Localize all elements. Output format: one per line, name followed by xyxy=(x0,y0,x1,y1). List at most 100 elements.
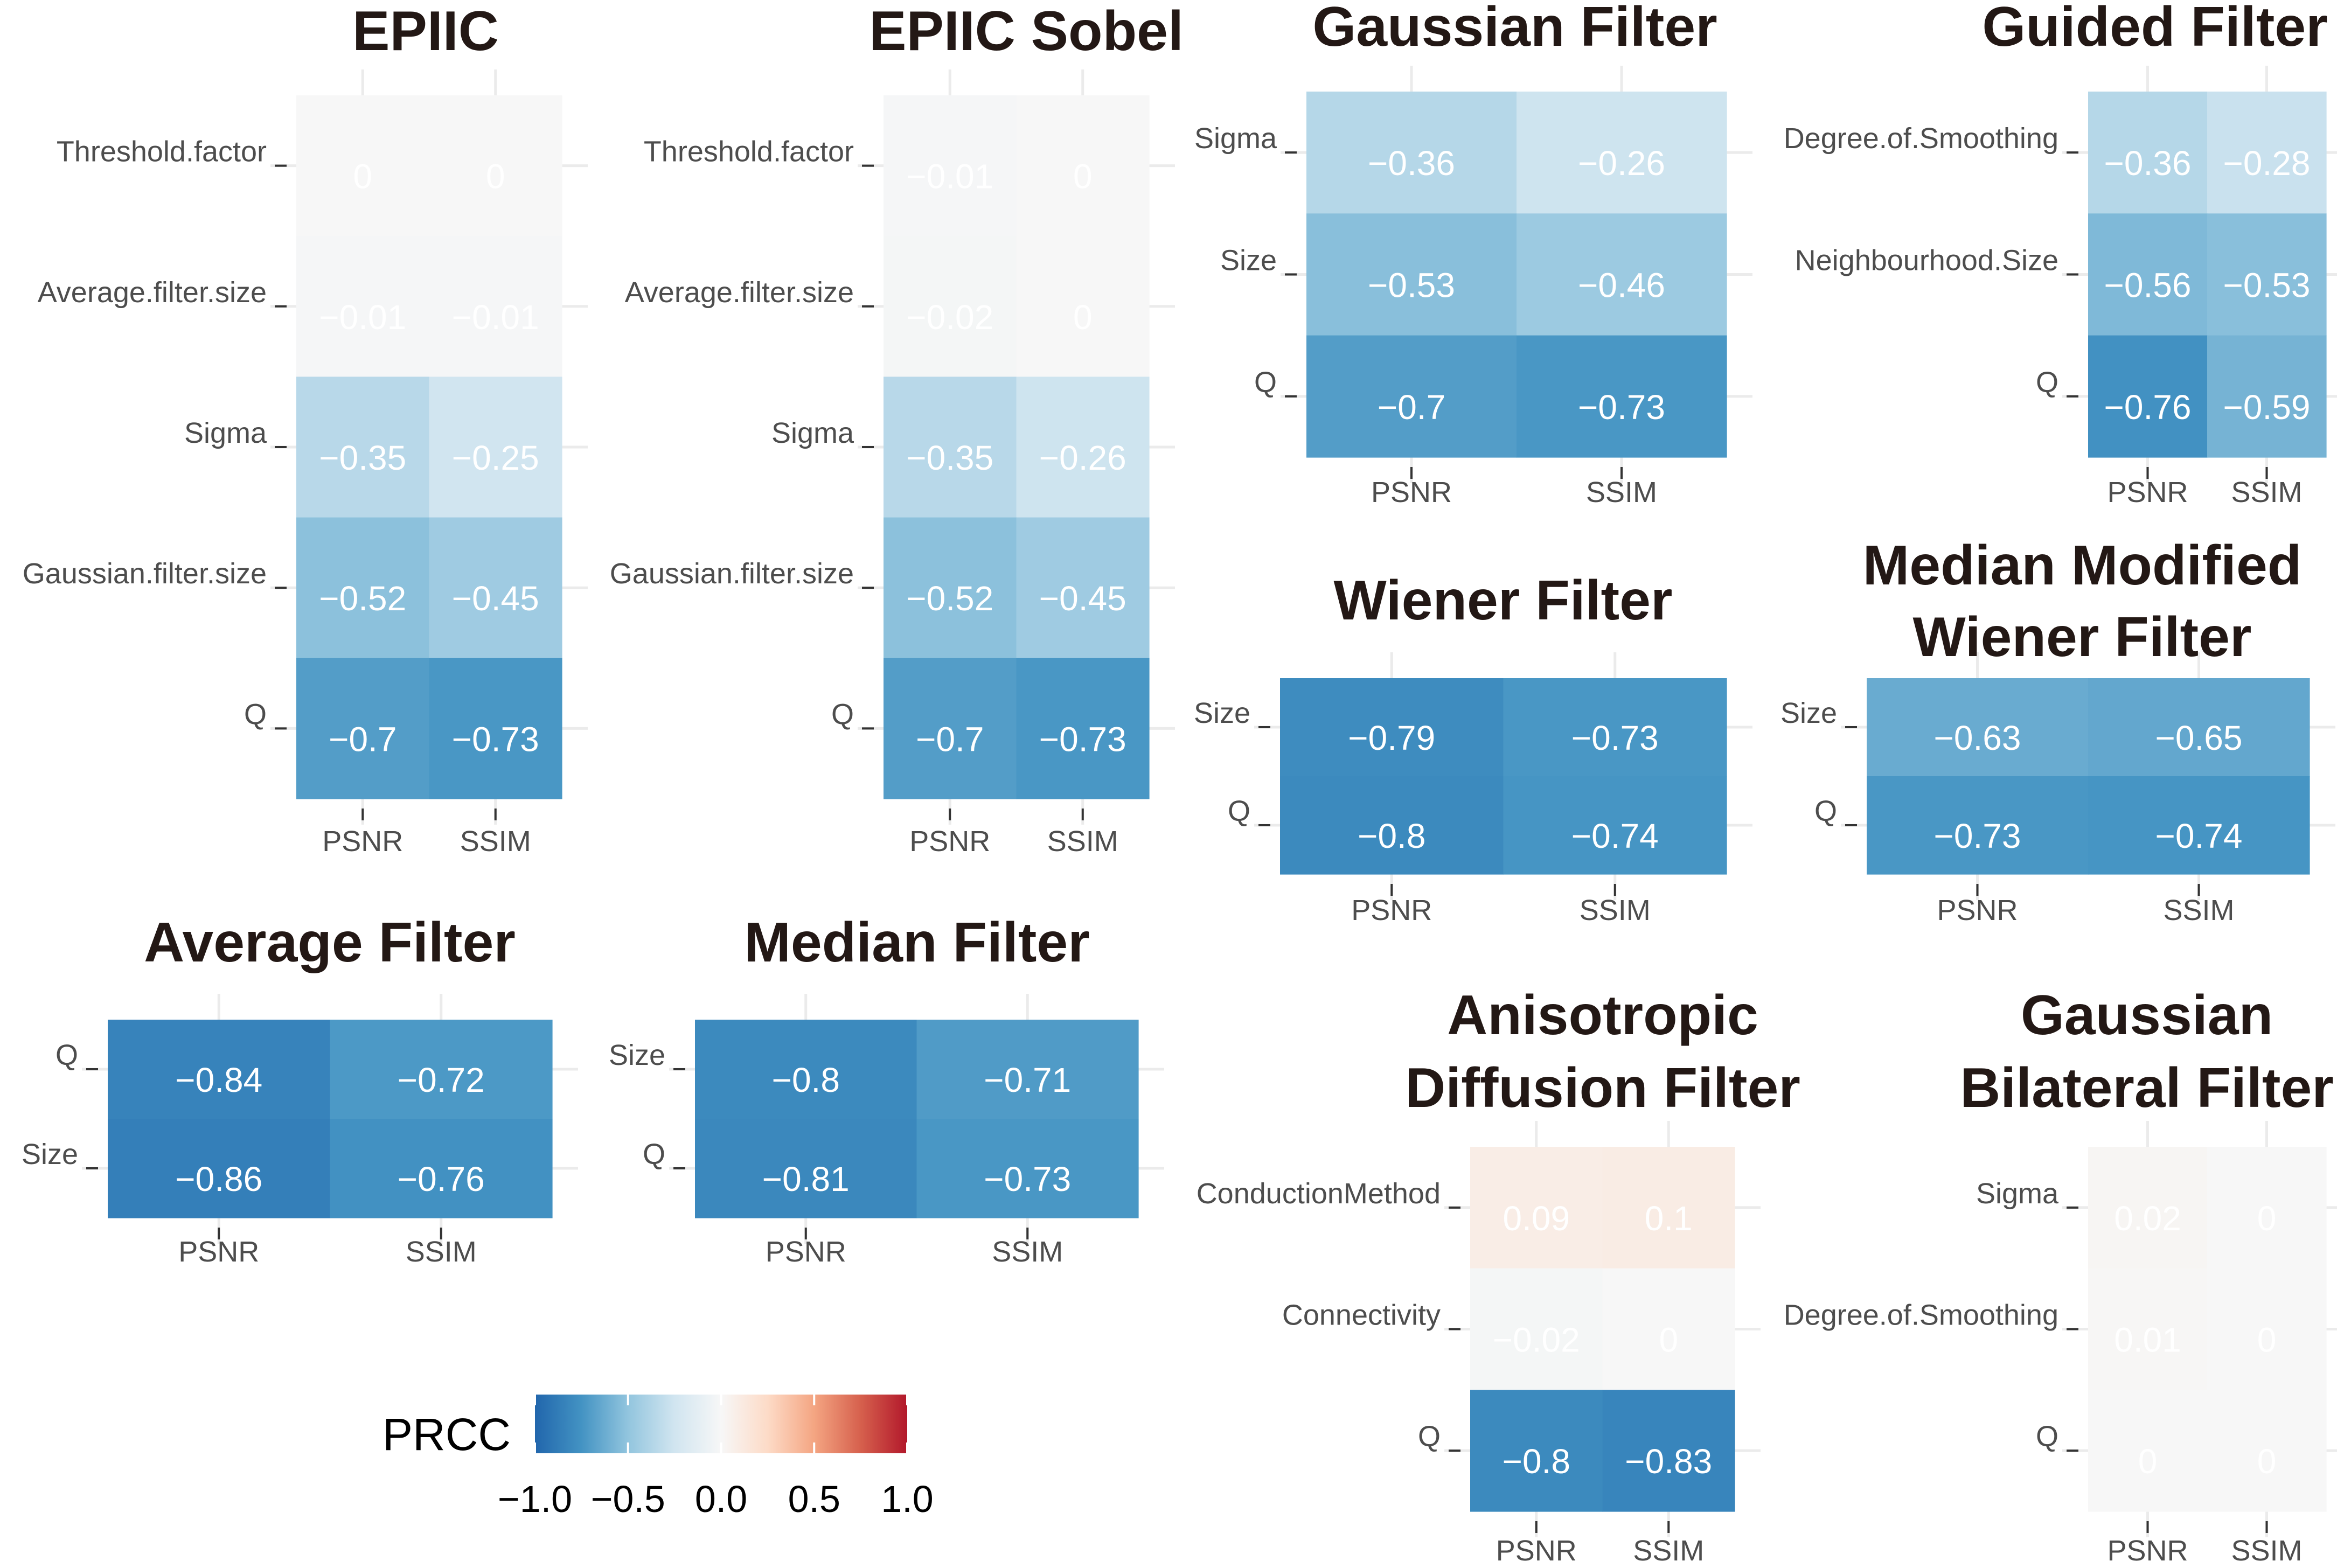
cell-value-label: 0 xyxy=(1073,298,1093,337)
heatmap-cell xyxy=(429,658,562,799)
heatmap-anisotropic-diffusion-filter: Anisotropic Diffusion Filter 0.09 0.1 −0.02 0… xyxy=(1197,984,1800,1567)
heatmap-cell xyxy=(2088,335,2208,458)
row-label: Sigma xyxy=(1194,122,1277,155)
heatmap-cell xyxy=(916,1020,1139,1119)
cell-value-label: −0.01 xyxy=(319,298,406,337)
cell-value-label: −0.73 xyxy=(1571,719,1659,757)
heatmap-cell xyxy=(108,1020,331,1119)
column-label: SSIM xyxy=(460,825,531,858)
heatmap-cell xyxy=(1280,678,1504,777)
cell-value-label: −0.71 xyxy=(984,1061,1071,1099)
row-label: Average.filter.size xyxy=(38,276,267,309)
cell-value-label: −0.45 xyxy=(452,579,539,618)
cell-value-label: −0.36 xyxy=(1368,144,1455,183)
heatmap-epiic-sobel: EPIIC Sobel −0.01 0 −0.02 0 −0.35 −0.26 −0.52 −0… xyxy=(610,0,1184,858)
cell-value-label: −0.56 xyxy=(2104,266,2192,305)
heatmap-cell xyxy=(296,95,430,236)
heatmap-cell xyxy=(2207,213,2327,336)
legend-tick-label: 1.0 xyxy=(881,1478,933,1520)
row-label: Q xyxy=(244,698,267,730)
heatmap-cell xyxy=(1016,95,1150,236)
heatmap-median-modified-wiener-filter: Median Modified Wiener Filter −0.63 −0.65 −0… xyxy=(1780,534,2335,926)
heatmap-gaussian-filter: Gaussian Filter −0.36 −0.26 −0.53 −0.46 −0.7 −… xyxy=(1194,0,1752,508)
heatmap-cell xyxy=(2207,92,2327,214)
column-label: SSIM xyxy=(1633,1535,1704,1567)
row-label: Size xyxy=(1220,245,1277,277)
legend-tick-label: −1.0 xyxy=(498,1478,572,1520)
cell-value-label: −0.73 xyxy=(1578,388,1665,427)
column-label: PSNR xyxy=(1351,894,1432,926)
heatmap-cell xyxy=(330,1020,553,1119)
panel-title: Median Modified xyxy=(1863,534,2302,597)
cell-value-label: 0 xyxy=(486,157,505,196)
row-label: Sigma xyxy=(184,417,267,449)
cell-value-label: −0.52 xyxy=(906,579,993,618)
cell-value-label: −0.73 xyxy=(452,720,539,758)
legend-tick-label: 0.5 xyxy=(788,1478,840,1520)
panel-title: Wiener Filter xyxy=(1913,606,2252,668)
cell-value-label: −0.36 xyxy=(2104,144,2192,183)
heatmap-cell xyxy=(1470,1390,1603,1512)
cell-value-label: −0.72 xyxy=(398,1061,485,1099)
column-label: PSNR xyxy=(766,1236,846,1268)
heatmap-cell xyxy=(1517,335,1727,458)
heatmap-cell xyxy=(1016,517,1150,659)
heatmap-cell xyxy=(1470,1147,1603,1269)
row-label: Degree.of.Smoothing xyxy=(1784,1299,2058,1332)
cell-value-label: 0.02 xyxy=(2114,1199,2181,1238)
cell-value-label: −0.84 xyxy=(175,1061,262,1099)
cell-value-label: −0.46 xyxy=(1578,266,1665,305)
cell-value-label: −0.35 xyxy=(319,438,406,477)
panel-title: Gaussian Filter xyxy=(1312,0,1717,58)
cell-value-label: −0.53 xyxy=(1368,266,1455,305)
row-label: Connectivity xyxy=(1282,1299,1441,1332)
cell-value-label: 0 xyxy=(1073,157,1093,196)
cell-value-label: 0 xyxy=(353,157,372,196)
heatmap-cell xyxy=(1306,335,1517,458)
panel-title: Diffusion Filter xyxy=(1405,1057,1800,1119)
cell-value-label: −0.63 xyxy=(1934,719,2021,757)
cell-value-label: −0.73 xyxy=(1934,817,2021,855)
legend-tick-label: 0.0 xyxy=(695,1478,747,1520)
heatmap-cell xyxy=(2088,1390,2208,1512)
heatmap-cell xyxy=(1602,1390,1735,1512)
heatmap-cell xyxy=(1867,678,2089,777)
row-label: Gaussian.filter.size xyxy=(610,557,854,590)
heatmap-cell xyxy=(108,1119,331,1218)
heatmap-cell xyxy=(2207,335,2327,458)
row-label: Size xyxy=(609,1039,665,1071)
row-label: Threshold.factor xyxy=(644,136,854,168)
heatmap-cell xyxy=(429,517,562,659)
heatmap-cell xyxy=(2088,678,2310,777)
heatmap-cell xyxy=(1470,1268,1603,1390)
heatmap-cell xyxy=(2088,776,2310,875)
row-label: Degree.of.Smoothing xyxy=(1784,122,2058,155)
column-label: PSNR xyxy=(2107,1535,2188,1567)
cell-value-label: −0.25 xyxy=(452,438,539,477)
prcc-legend: PRCC −1.0 −0.5 0.0 0.5 1.0 xyxy=(382,1395,934,1520)
cell-value-label: −0.45 xyxy=(1039,579,1126,618)
panel-title: Wiener Filter xyxy=(1334,569,1673,632)
cell-value-label: 0 xyxy=(2257,1442,2277,1481)
row-label: Size xyxy=(1780,697,1837,729)
row-label: Sigma xyxy=(771,417,854,449)
heatmap-cell xyxy=(296,236,430,377)
column-label: PSNR xyxy=(322,825,403,858)
heatmap-cell xyxy=(330,1119,553,1218)
cell-value-label: −0.76 xyxy=(2104,388,2192,427)
row-label: Q xyxy=(1418,1420,1441,1453)
heatmap-cell xyxy=(2088,1147,2208,1269)
heatmap-cell xyxy=(1306,213,1517,336)
cell-value-label: −0.59 xyxy=(2223,388,2311,427)
heatmap-cell xyxy=(916,1119,1139,1218)
row-label: Q xyxy=(1228,795,1250,827)
heatmap-epiic: EPIIC 0 0 −0.01 −0.01 −0.35 −0.25 −0.52 −0.45 −0.… xyxy=(23,0,588,858)
cell-value-label: 0 xyxy=(2138,1442,2158,1481)
column-label: PSNR xyxy=(1496,1535,1577,1567)
cell-value-label: −0.26 xyxy=(1039,438,1126,477)
cell-value-label: −0.35 xyxy=(906,438,993,477)
row-label: Size xyxy=(1194,697,1250,729)
heatmap-cell xyxy=(2088,1268,2208,1390)
legend-title: PRCC xyxy=(382,1409,511,1460)
